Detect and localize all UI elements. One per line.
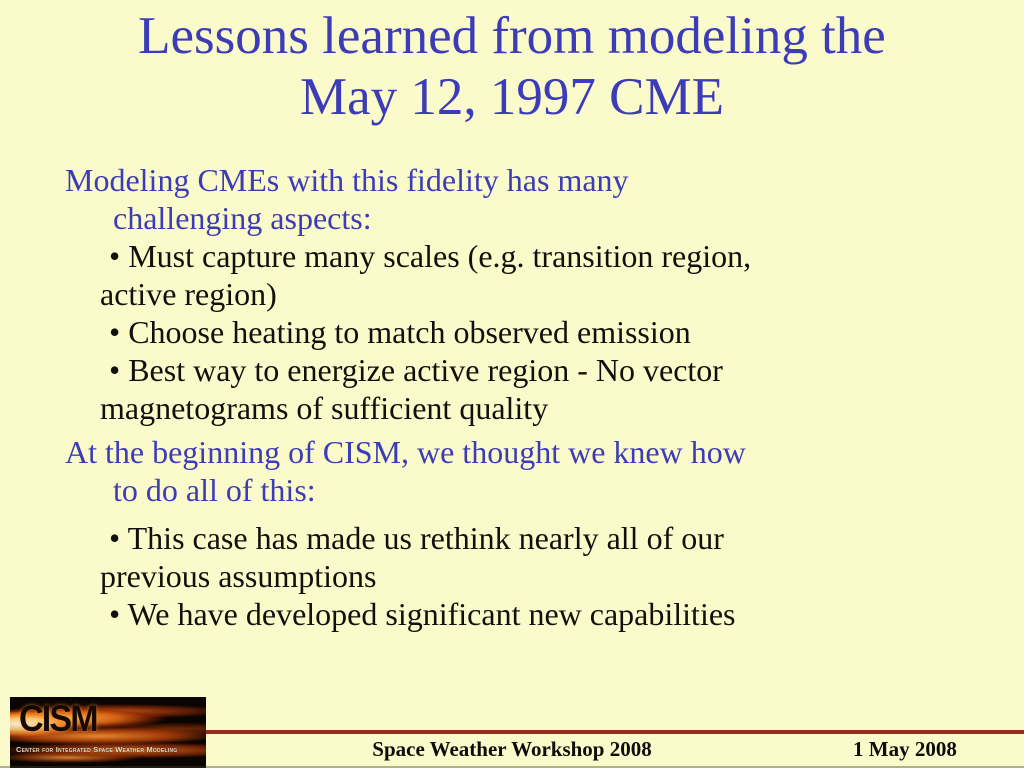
bullet-line: • This case has made us rethink nearly a…	[109, 520, 724, 556]
bullet-line: • Must capture many scales (e.g. transit…	[109, 238, 752, 274]
bullet-continuation-line: magnetograms of sufficient quality	[100, 390, 549, 426]
cism-logo-caption: Center for Integrated Space Weather Mode…	[16, 745, 178, 754]
body-line: challenging aspects:	[113, 200, 372, 236]
body-line: At the beginning of CISM, we thought we …	[65, 434, 746, 470]
footer-conference-name: Space Weather Workshop 2008	[372, 737, 652, 761]
body-line: to do all of this:	[113, 472, 316, 508]
slide-title-line1: Lessons learned from modeling the	[138, 7, 886, 65]
bullet-line: • Best way to energize active region - N…	[109, 352, 723, 388]
slide-title-line2: May 12, 1997 CME	[300, 68, 724, 126]
bullet-line: • Choose heating to match observed emiss…	[109, 314, 691, 350]
body-line: Modeling CMEs with this fidelity has man…	[65, 162, 629, 198]
cism-logo-acronym: CISM	[19, 698, 99, 739]
paragraph-lessons: • This case has made us rethink nearly a…	[0, 519, 1024, 633]
paragraph-intro: Modeling CMEs with this fidelity has man…	[0, 161, 1024, 237]
bullet-continuation-line: previous assumptions	[100, 558, 377, 594]
slide-body: Modeling CMEs with this fidelity has man…	[0, 161, 1024, 633]
cism-logo: CISM Center for Integrated Space Weather…	[10, 697, 206, 768]
slide-bottom-edge	[0, 766, 1024, 768]
bullet-continuation-line: active region)	[100, 276, 277, 312]
bullet-line: • We have developed significant new capa…	[109, 596, 736, 632]
paragraph-cism-beginning: At the beginning of CISM, we thought we …	[0, 433, 1024, 509]
paragraph-challenges: • Must capture many scales (e.g. transit…	[0, 237, 1024, 427]
footer-divider-line	[206, 730, 1024, 734]
footer-date: 1 May 2008	[853, 737, 957, 761]
slide-title: Lessons learned from modeling the May 12…	[0, 6, 1024, 128]
